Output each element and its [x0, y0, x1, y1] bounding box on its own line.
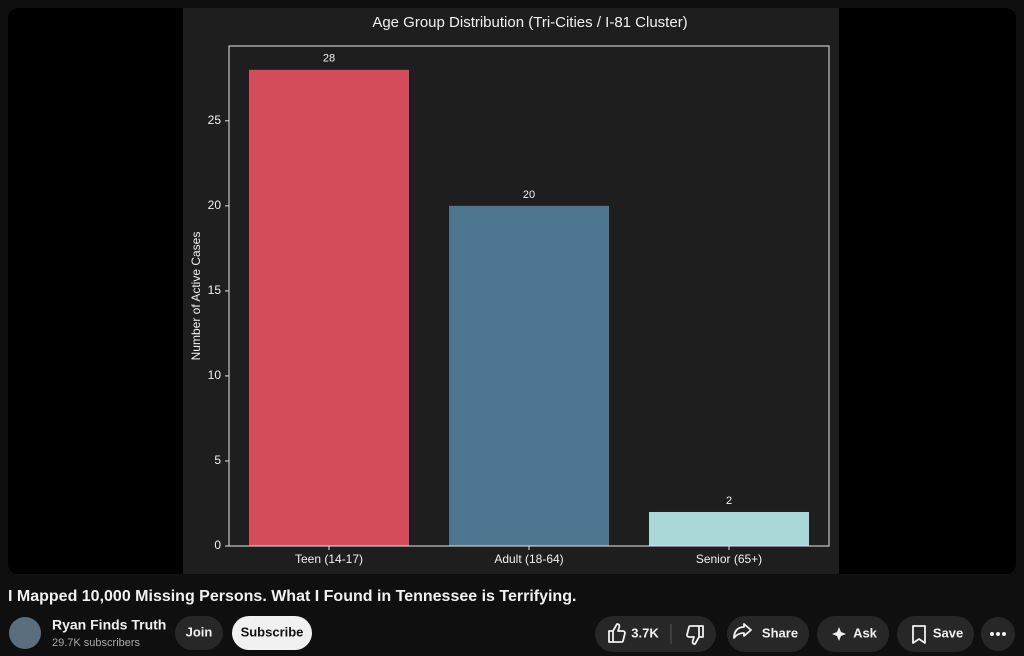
ask-button[interactable] — [817, 616, 889, 652]
value-label: 28 — [323, 53, 335, 65]
bar — [249, 69, 409, 547]
value-label: 20 — [523, 189, 535, 201]
x-tick-label: Teen (14-17) — [295, 552, 363, 566]
bar — [649, 511, 809, 546]
plot-frame — [228, 45, 830, 547]
save-button[interactable] — [897, 616, 974, 652]
x-tick-label: Senior (65+) — [696, 552, 762, 566]
y-axis-label: Number of Active Cases — [189, 232, 203, 361]
ask-label: Ask — [853, 625, 878, 640]
subscribe-button[interactable] — [232, 616, 312, 650]
share-button[interactable] — [727, 616, 809, 652]
join-button[interactable] — [175, 616, 223, 650]
y-tick-label: 0 — [214, 538, 221, 552]
bar — [449, 205, 609, 546]
share-icon — [733, 623, 752, 639]
video-title: I Mapped 10,000 Missing Persons. What I … — [8, 588, 576, 605]
value-label: 2 — [726, 495, 732, 507]
save-icon — [912, 625, 926, 644]
y-tick-label: 20 — [208, 198, 222, 212]
y-tick-label: 5 — [214, 453, 221, 467]
ask-icon — [832, 627, 846, 641]
x-tick-label: Adult (18-64) — [494, 552, 563, 566]
join-label: Join — [186, 624, 213, 639]
subscriber-count: 29.7K subscribers — [52, 637, 141, 649]
like-icon[interactable] — [608, 623, 626, 643]
like-count: 3.7K — [631, 625, 659, 640]
save-label: Save — [933, 625, 963, 640]
chart-title: Age Group Distribution (Tri-Cities / I-8… — [372, 14, 687, 31]
more-icon — [990, 632, 1006, 636]
plot: 0 5 10 15 20 25 Teen (14-17) 28 Adult (18-64) 20 S… — [208, 53, 809, 566]
share-label: Share — [762, 625, 798, 640]
like-dislike-group — [595, 616, 716, 652]
channel-avatar[interactable] — [9, 617, 41, 649]
y-tick-label: 10 — [208, 368, 222, 382]
y-tick-label: 15 — [208, 283, 222, 297]
dislike-icon[interactable] — [686, 625, 704, 645]
y-tick-label: 25 — [208, 113, 222, 127]
subscribe-label: Subscribe — [241, 624, 304, 639]
channel-name[interactable]: Ryan Finds Truth — [52, 617, 166, 633]
